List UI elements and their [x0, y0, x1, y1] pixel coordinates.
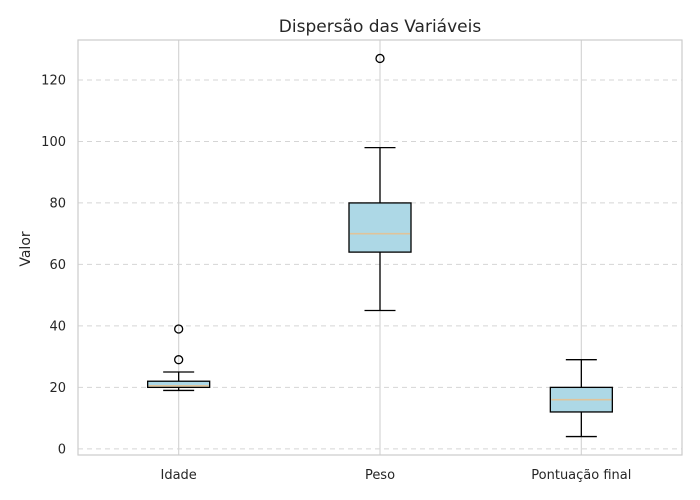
- y-tick-label: 0: [58, 442, 66, 457]
- tick-labels: 0 20 40 60 80 100 120 Idade Peso Pontuação final: [41, 73, 631, 483]
- y-axis-label: Valor: [18, 231, 34, 267]
- y-tick-label: 100: [41, 135, 66, 150]
- outlier-point: [174, 324, 184, 334]
- outlier-point: [174, 355, 184, 365]
- x-tick-label: Pontuação final: [531, 468, 631, 483]
- boxes: [147, 53, 613, 438]
- outlier-point: [375, 53, 385, 64]
- y-tick-label: 80: [49, 196, 66, 211]
- y-tick-label: 20: [49, 381, 66, 396]
- x-tick-label: Peso: [365, 468, 395, 483]
- chart-title: Dispersão das Variáveis: [279, 17, 482, 37]
- plot-frame: [77, 39, 683, 456]
- y-tick-label: 60: [49, 258, 66, 273]
- box-body: [348, 202, 412, 253]
- y-tick-label: 120: [41, 73, 66, 88]
- box-body: [147, 380, 211, 389]
- y-tick-label: 40: [49, 319, 66, 334]
- x-tick-label: Idade: [161, 468, 197, 483]
